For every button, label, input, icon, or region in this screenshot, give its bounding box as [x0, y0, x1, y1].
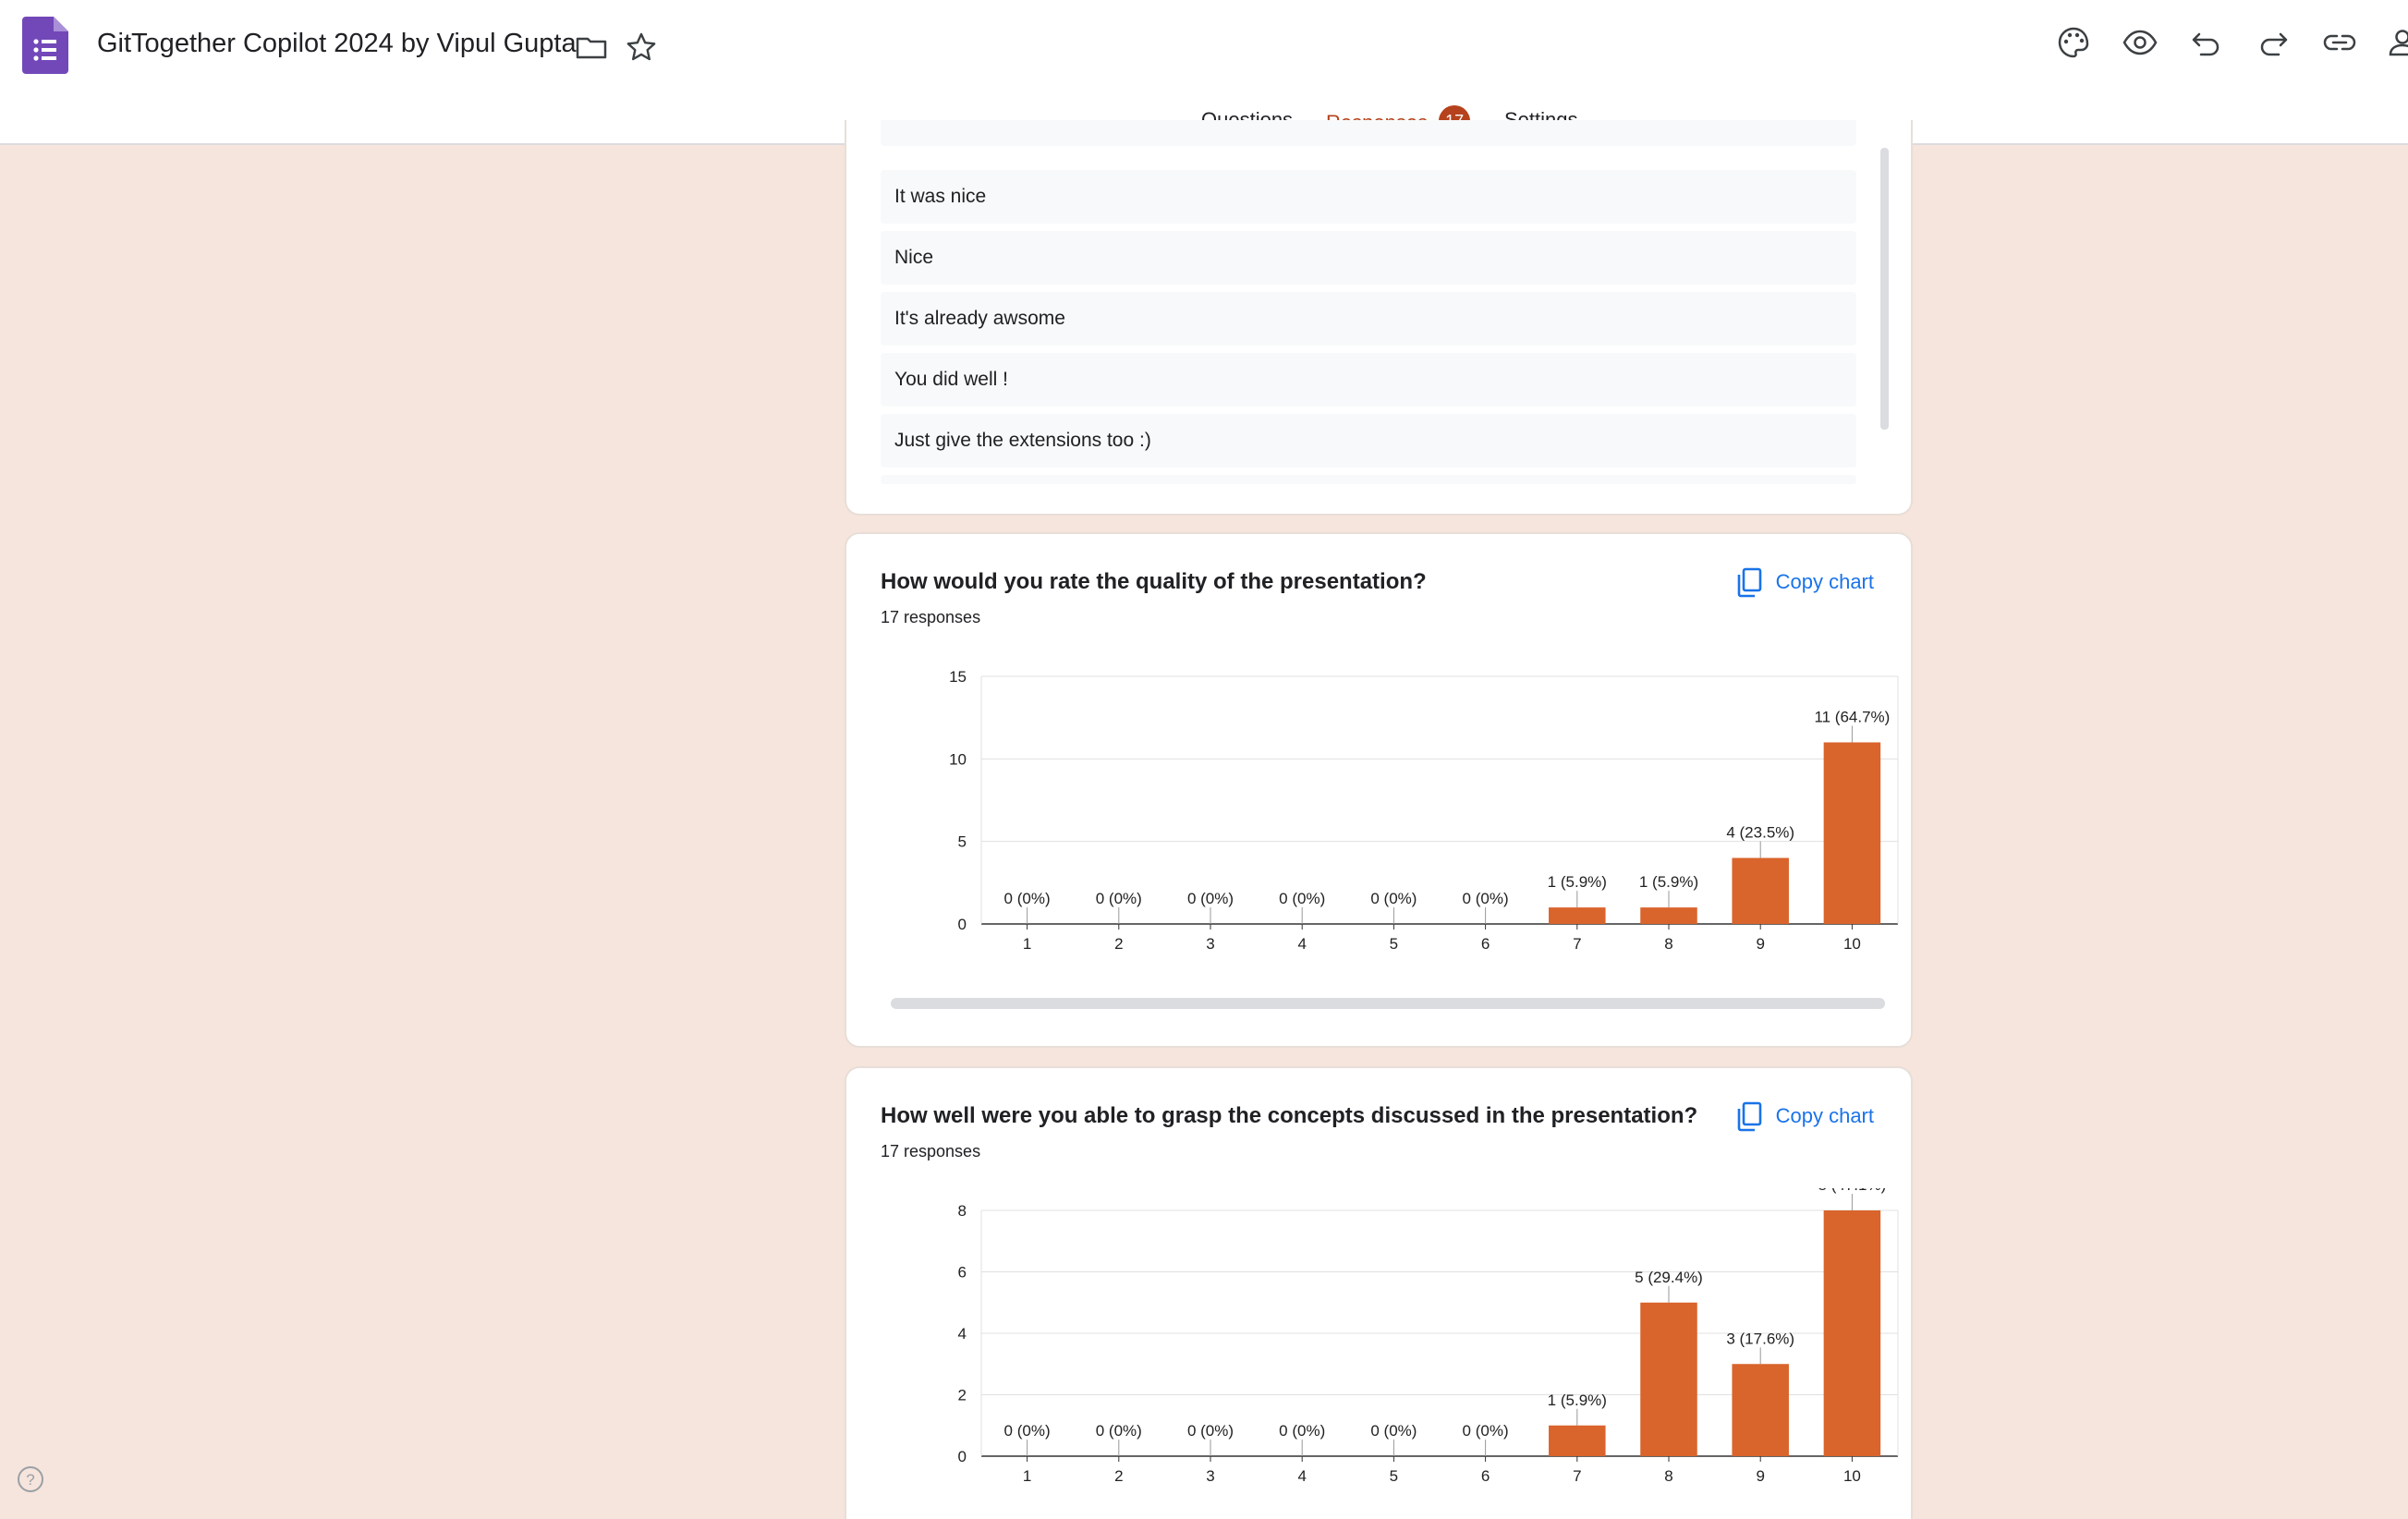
x-tick-label: 2	[1114, 1467, 1123, 1485]
data-label: 0 (0%)	[1463, 1422, 1509, 1440]
data-label: 0 (0%)	[1370, 1422, 1417, 1440]
vertical-scrollbar[interactable]	[1880, 148, 1889, 430]
bar	[1823, 742, 1881, 924]
y-tick-label: 10	[949, 750, 967, 768]
list-item	[881, 120, 1856, 146]
x-tick-label: 5	[1390, 1467, 1398, 1485]
data-label: 0 (0%)	[1279, 1422, 1325, 1440]
copy-chart-button[interactable]: Copy chart	[1733, 560, 1874, 604]
bar	[1640, 1302, 1697, 1456]
list-item: You did well !	[881, 353, 1856, 407]
x-tick-label: 7	[1573, 935, 1581, 953]
bar	[1640, 907, 1697, 924]
x-tick-label: 6	[1481, 1467, 1490, 1485]
data-label: 3 (17.6%)	[1726, 1330, 1794, 1347]
question-card-concepts: How well were you able to grasp the conc…	[845, 1066, 1913, 1519]
y-tick-label: 6	[958, 1264, 967, 1282]
list-item: Just give the extensions too :)	[881, 414, 1856, 468]
x-tick-label: 2	[1114, 935, 1123, 953]
y-tick-label: 0	[958, 916, 967, 933]
eye-icon[interactable]	[2122, 24, 2159, 61]
link-icon[interactable]	[2321, 24, 2358, 61]
x-tick-label: 4	[1297, 935, 1306, 953]
y-tick-label: 8	[958, 1202, 967, 1220]
data-label: 0 (0%)	[1004, 1422, 1051, 1440]
undo-icon[interactable]	[2188, 24, 2225, 61]
data-label: 11 (64.7%)	[1814, 708, 1890, 725]
copy-chart-label: Copy chart	[1775, 570, 1874, 593]
x-tick-label: 3	[1206, 935, 1214, 953]
x-tick-label: 9	[1756, 935, 1764, 953]
data-label: 0 (0%)	[1370, 890, 1417, 907]
data-label: 8 (47.1%)	[1818, 1188, 1887, 1194]
copy-chart-label: Copy chart	[1775, 1104, 1874, 1127]
x-tick-label: 5	[1390, 935, 1398, 953]
folder-icon[interactable]	[573, 29, 610, 66]
list-item: It was nice	[881, 170, 1856, 224]
chart-svg: 0 2 4 6 8 0 (0%) 1 0 (0%) 2 0 (0%) 3 0 (0%) 4 0 (0%) 5…	[958, 1188, 1899, 1485]
data-label: 5 (29.4%)	[1635, 1269, 1703, 1286]
bar-chart-concepts: 0 2 4 6 8 0 (0%) 1 0 (0%) 2 0 (0%) 3 0 (0%) 4 0 (0%) 5…	[846, 1188, 1911, 1519]
y-tick-label: 0	[958, 1448, 967, 1465]
data-label: 0 (0%)	[1463, 890, 1509, 907]
document-title[interactable]: GitTogether Copilot 2024 by Vipul Gupta	[97, 29, 577, 58]
data-label: 1 (5.9%)	[1548, 873, 1607, 891]
bar	[1823, 1210, 1881, 1456]
data-label: 1 (5.9%)	[1639, 873, 1698, 891]
list-item: It's already awsome	[881, 292, 1856, 346]
response-count: 17 responses	[881, 608, 981, 626]
copy-icon	[1737, 567, 1761, 598]
data-label: 0 (0%)	[1096, 1422, 1142, 1440]
x-tick-label: 7	[1573, 1467, 1581, 1485]
star-icon[interactable]	[623, 29, 660, 66]
bar	[1549, 1425, 1606, 1456]
person-icon[interactable]	[2384, 24, 2408, 61]
y-tick-label: 15	[949, 668, 967, 686]
data-label: 4 (23.5%)	[1726, 824, 1794, 842]
question-title: How well were you able to grasp the conc…	[881, 1103, 1698, 1128]
list-item	[881, 475, 1856, 484]
palette-icon[interactable]	[2055, 24, 2092, 61]
y-tick-label: 4	[958, 1325, 967, 1343]
x-tick-label: 8	[1664, 1467, 1672, 1485]
data-label: 0 (0%)	[1187, 1422, 1234, 1440]
x-tick-label: 10	[1843, 935, 1861, 953]
copy-chart-button[interactable]: Copy chart	[1733, 1094, 1874, 1138]
forms-app-icon[interactable]	[22, 17, 68, 74]
question-card-quality: How would you rate the quality of the pr…	[845, 532, 1913, 1048]
data-label: 0 (0%)	[1096, 890, 1142, 907]
text-responses-card: It was nice Nice It's already awsome You…	[845, 120, 1913, 516]
data-label: 0 (0%)	[1279, 890, 1325, 907]
x-tick-label: 1	[1023, 1467, 1031, 1485]
y-tick-label: 2	[958, 1387, 967, 1404]
y-tick-label: 5	[958, 833, 967, 851]
x-tick-label: 4	[1297, 1467, 1306, 1485]
redo-icon[interactable]	[2255, 24, 2292, 61]
bar	[1732, 1364, 1789, 1456]
help-icon[interactable]: ?	[17, 1465, 44, 1493]
bar	[1732, 857, 1789, 924]
question-title: How would you rate the quality of the pr…	[881, 569, 1427, 594]
data-label: 1 (5.9%)	[1548, 1391, 1607, 1409]
bar-chart-quality: 0 5 10 15 0 (0%) 1 0 (0%) 2 0 (0%) 3 0 (0%) 4 0 (0%)…	[846, 654, 1911, 968]
copy-icon	[1737, 1101, 1761, 1132]
list-item: Nice	[881, 231, 1856, 285]
response-count: 17 responses	[881, 1142, 981, 1161]
bar	[1549, 907, 1606, 924]
chart-svg: 0 5 10 15 0 (0%) 1 0 (0%) 2 0 (0%) 3 0 (0%) 4 0 (0%)…	[949, 668, 1899, 953]
x-tick-label: 3	[1206, 1467, 1214, 1485]
x-tick-label: 8	[1664, 935, 1672, 953]
x-tick-label: 6	[1481, 935, 1490, 953]
x-tick-label: 9	[1756, 1467, 1764, 1485]
x-tick-label: 1	[1023, 935, 1031, 953]
svg-text:?: ?	[26, 1471, 34, 1489]
data-label: 0 (0%)	[1187, 890, 1234, 907]
horizontal-scrollbar[interactable]	[891, 998, 1885, 1009]
data-label: 0 (0%)	[1004, 890, 1051, 907]
x-tick-label: 10	[1843, 1467, 1861, 1485]
